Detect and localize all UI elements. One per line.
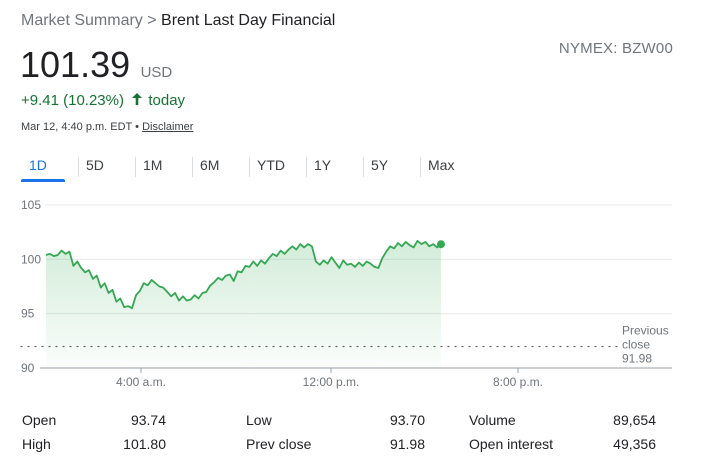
ticker-symbol: NYMEX: BZW00 xyxy=(558,40,673,57)
quote-meta: Mar 12, 4:40 p.m. EDT • Disclaimer xyxy=(21,121,193,133)
tab-5d[interactable]: 5D xyxy=(78,153,135,181)
tab-ytd[interactable]: YTD xyxy=(249,153,306,181)
change-period: today xyxy=(148,92,186,109)
price-area-fill xyxy=(46,240,441,368)
tab-5y[interactable]: 5Y xyxy=(363,153,420,181)
stat-value-volume: 89,654 xyxy=(613,412,656,428)
price-line xyxy=(45,240,442,310)
price-row: 101.39 USD xyxy=(20,44,172,86)
previous-close-label: Previous xyxy=(622,323,669,337)
y-tick-label: 105 xyxy=(21,198,41,212)
breadcrumb-current: Brent Last Day Financial xyxy=(161,12,336,29)
stat-value-prev-close: 91.98 xyxy=(389,436,425,452)
arrow-up-icon xyxy=(132,92,143,109)
stats-row: High 101.80 Prev close 91.98 Open intere… xyxy=(22,436,662,460)
y-tick-label: 90 xyxy=(21,361,35,375)
last-price-dot xyxy=(437,240,445,249)
stat-value-high: 101.80 xyxy=(123,436,166,452)
quote-timestamp: Mar 12, 4:40 p.m. EDT xyxy=(21,121,133,133)
stats-row: Open 93.74 Low 93.70 Volume 89,654 xyxy=(22,412,662,436)
breadcrumb-separator: > xyxy=(147,12,157,29)
stat-label-volume: Volume xyxy=(469,412,516,428)
stat-label-high: High xyxy=(22,436,51,452)
tab-1y[interactable]: 1Y xyxy=(306,153,363,181)
x-tick-label: 4:00 a.m. xyxy=(116,375,166,389)
stat-value-open-interest: 49,356 xyxy=(613,436,656,452)
stat-label-prev-close: Prev close xyxy=(246,436,312,452)
previous-close-label: close xyxy=(622,337,650,351)
stat-value-low: 93.70 xyxy=(389,412,425,428)
tab-max[interactable]: Max xyxy=(420,153,477,181)
breadcrumb-parent-link[interactable]: Market Summary xyxy=(21,12,143,29)
price-change: +9.41 (10.23%) today xyxy=(21,92,185,109)
x-tick-label: 8:00 p.m. xyxy=(493,375,543,389)
tab-1d[interactable]: 1D xyxy=(21,153,78,182)
stat-value-open: 93.74 xyxy=(130,412,166,428)
stat-label-open: Open xyxy=(22,412,57,428)
tab-6m[interactable]: 6M xyxy=(192,153,249,181)
y-tick-label: 95 xyxy=(21,307,35,321)
stat-label-low: Low xyxy=(246,412,272,428)
previous-close-label: 91.98 xyxy=(622,351,652,365)
current-price: 101.39 xyxy=(20,44,131,85)
tab-1m[interactable]: 1M xyxy=(135,153,192,181)
meta-bullet: • xyxy=(135,121,139,133)
currency-label: USD xyxy=(140,64,173,81)
stats-table: Open 93.74 Low 93.70 Volume 89,654 High … xyxy=(22,412,662,460)
time-range-tabs: 1D 5D 1M 6M YTD 1Y 5Y Max xyxy=(21,153,477,182)
change-value: +9.41 (10.23%) xyxy=(21,92,124,109)
stat-label-open-interest: Open interest xyxy=(469,436,554,452)
breadcrumb: Market Summary > Brent Last Day Financia… xyxy=(21,12,335,30)
y-tick-label: 100 xyxy=(21,252,41,266)
x-tick-label: 12:00 p.m. xyxy=(303,375,360,389)
disclaimer-link[interactable]: Disclaimer xyxy=(142,121,194,133)
